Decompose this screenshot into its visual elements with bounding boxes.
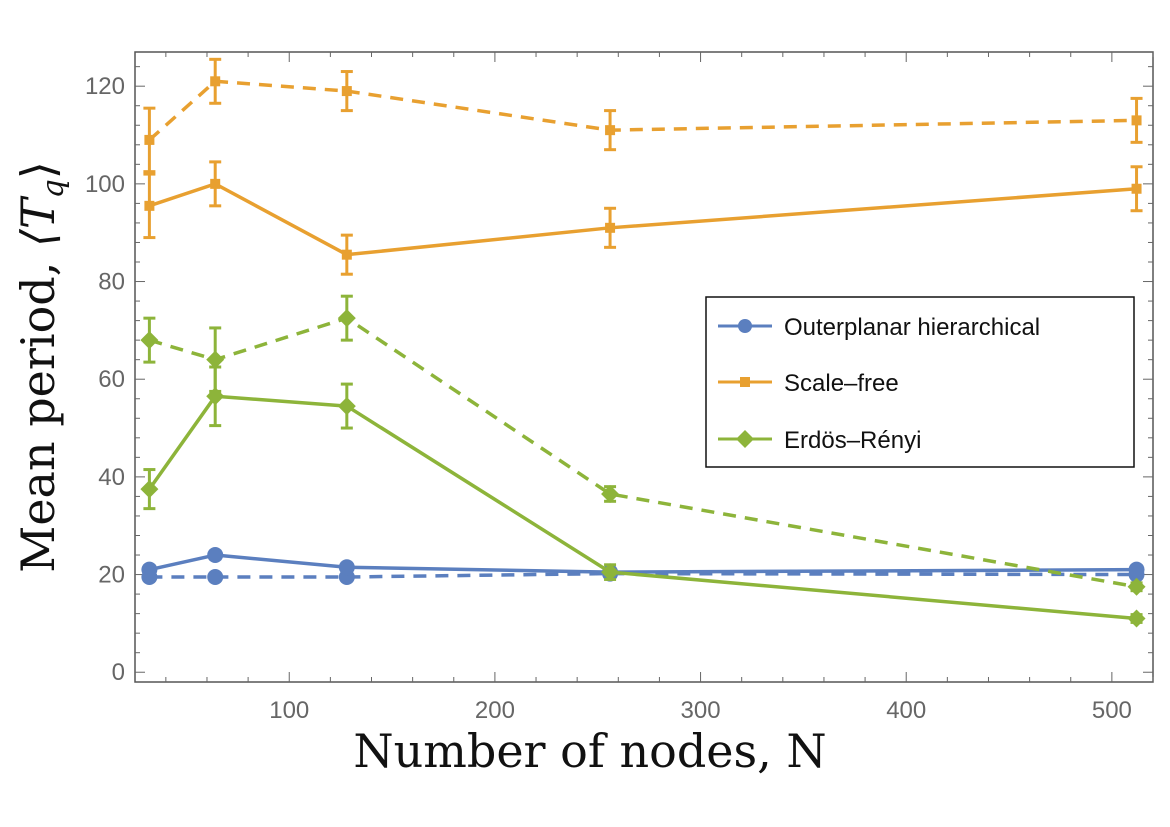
series-erdos-renyi-solid: [140, 365, 1146, 628]
data-point: [144, 134, 155, 145]
axis-ticks: [135, 52, 1154, 682]
series-scale-free-solid: [143, 160, 1143, 276]
data-point: [207, 569, 224, 585]
plot-area: [134, 51, 1154, 683]
data-point: [144, 200, 155, 211]
data-point: [210, 178, 221, 189]
data-point: [140, 331, 159, 350]
data-point: [1128, 561, 1145, 578]
x-tick-label: 300: [681, 697, 721, 724]
series-scale-free-dashed: [143, 57, 1143, 174]
legend-label-outerplanar: Outerplanar hierarchical: [784, 314, 1040, 341]
series-line: [149, 553, 1137, 574]
series-line: [148, 182, 1137, 257]
data-point: [338, 559, 355, 576]
data-point: [337, 397, 356, 416]
x-tick-label: 100: [269, 697, 309, 724]
legend-label-erdos-renyi: Erdös–Rényi: [784, 427, 921, 454]
y-tick-label: 80: [98, 269, 125, 296]
legend-marker-scale-free: [740, 377, 750, 387]
x-tick-label: 200: [475, 697, 515, 724]
y-tick-label: 100: [85, 171, 125, 198]
y-tick-label: 40: [98, 464, 125, 491]
tick-labels: 100 200 300 400 500 0 20 40 60 80 100 120: [85, 73, 1132, 724]
data-point: [341, 249, 352, 260]
legend-marker-erdos-renyi: [736, 430, 754, 448]
series-line: [148, 79, 1137, 142]
data-point: [206, 350, 225, 369]
data-point: [601, 484, 620, 503]
legend-item-outerplanar: Outerplanar hierarchical: [718, 314, 1040, 341]
x-tick-label: 500: [1092, 697, 1132, 724]
y-tick-label: 60: [98, 366, 125, 393]
series-erdos-renyi-dashed: [140, 294, 1146, 596]
x-tick-label: 400: [886, 697, 926, 724]
data-point: [601, 563, 620, 582]
y-tick-label: 20: [98, 562, 125, 589]
y-axis-title-subscript: q: [36, 179, 71, 198]
data-point: [1127, 609, 1146, 628]
legend-box: [705, 296, 1135, 468]
data-point: [1127, 577, 1146, 596]
plot-frame: [134, 51, 1154, 683]
data-point: [141, 561, 158, 578]
y-axis-title: Mean period, ⟨Tq⟩: [11, 161, 71, 573]
y-tick-label: 0: [112, 659, 125, 686]
data-point: [1131, 183, 1142, 194]
y-axis-title-symbol: ⟨T: [11, 195, 65, 247]
data-point: [140, 480, 159, 499]
series-outerplanar-solid: [141, 547, 1145, 581]
data-point: [605, 222, 616, 233]
data-point: [1131, 115, 1142, 126]
y-axis-title-text: Mean period,: [11, 247, 65, 573]
y-axis-title-close: ⟩: [11, 161, 65, 179]
legend-item-erdos-renyi: Erdös–Rényi: [718, 427, 921, 454]
y-tick-label: 120: [85, 73, 125, 100]
legend: Outerplanar hierarchical Scale–free Erdö…: [705, 296, 1135, 468]
data-point: [605, 125, 616, 136]
data-point: [210, 76, 221, 87]
x-axis-title: Number of nodes, N: [353, 724, 826, 778]
data-point: [207, 547, 224, 564]
data-point: [206, 387, 225, 406]
series-layer: [140, 57, 1146, 628]
legend-label-scale-free: Scale–free: [784, 370, 899, 397]
legend-item-scale-free: Scale–free: [718, 370, 899, 397]
legend-marker-outerplanar: [738, 319, 752, 333]
data-point: [341, 86, 352, 97]
data-point: [337, 309, 356, 328]
